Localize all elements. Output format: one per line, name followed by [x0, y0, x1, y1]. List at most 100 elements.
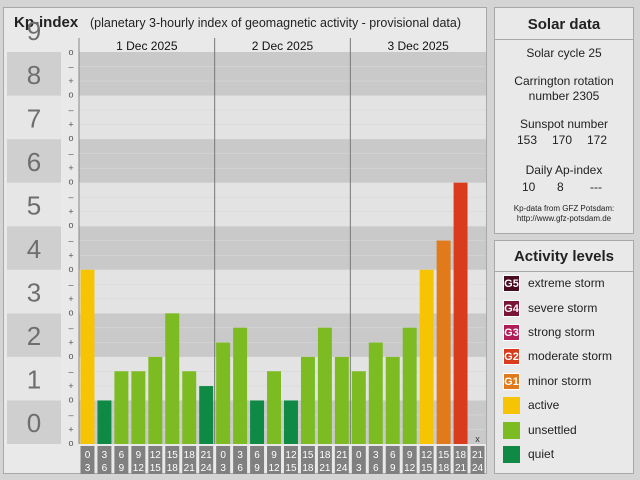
hour-end-label: 3: [85, 463, 91, 474]
hour-end-label: 3: [356, 463, 362, 474]
y-tick-label: 1: [27, 365, 41, 395]
hour-start-label: 21: [472, 450, 484, 461]
hour-cell: [250, 446, 265, 474]
hour-cell: [233, 446, 248, 474]
hour-end-label: 21: [455, 463, 467, 474]
y-tick-label: 5: [27, 190, 41, 220]
hour-cell: [419, 446, 434, 474]
data-source-link[interactable]: http://www.gfz-potsdam.de: [516, 214, 612, 223]
hour-end-label: 12: [404, 463, 416, 474]
hour-end-label: 24: [472, 463, 484, 474]
hour-start-label: 18: [319, 450, 331, 461]
hour-end-label: 21: [319, 463, 331, 474]
hour-cell: [385, 446, 400, 474]
kp-bar: [199, 386, 214, 444]
hour-end-label: 18: [167, 463, 179, 474]
kp-bar: [453, 182, 468, 444]
kp-bar: [436, 240, 451, 444]
g3-label: strong storm: [528, 325, 595, 339]
sunspot-value: 153: [517, 133, 538, 147]
hour-cell: [402, 446, 417, 474]
fine-tick-label: +: [68, 163, 73, 173]
fine-tick-label: o: [68, 351, 73, 361]
hour-end-label: 3: [220, 463, 226, 474]
unsettled-label: unsettled: [528, 423, 577, 437]
y-label-band: [7, 356, 61, 401]
fine-tick-label: o: [68, 47, 73, 57]
fine-tick-label: +: [68, 294, 73, 304]
day-label: 3 Dec 2025: [387, 39, 449, 53]
hour-start-label: 12: [150, 450, 162, 461]
hour-cell: [300, 446, 315, 474]
plot-band: [79, 95, 486, 140]
kp-bar: [368, 342, 383, 444]
quiet-swatch: [503, 446, 520, 463]
hour-cell: [199, 446, 214, 474]
fine-tick-label: o: [68, 177, 73, 187]
hour-cell: [470, 446, 485, 474]
fine-tick-label: +: [68, 424, 73, 434]
hour-cell: [80, 446, 95, 474]
day-label: 2 Dec 2025: [252, 39, 314, 53]
ap-value: ---: [590, 180, 602, 194]
kp-bar: [216, 342, 231, 444]
hour-cell: [114, 446, 129, 474]
hour-end-label: 12: [268, 463, 280, 474]
fine-tick-label: –: [68, 105, 73, 115]
carrington-line1: Carrington rotation: [514, 74, 614, 88]
hour-end-label: 15: [421, 463, 433, 474]
sunspot-label: Sunspot number: [519, 117, 609, 131]
kp-bar: [351, 371, 366, 444]
hour-start-label: 0: [85, 450, 91, 461]
g4-label: severe storm: [528, 301, 598, 315]
missing-data-marker: x: [475, 434, 480, 444]
plot-band: [79, 139, 486, 183]
solar-cycle: Solar cycle 25: [526, 46, 602, 60]
hour-start-label: 21: [201, 450, 213, 461]
kp-chart-panel: Kp-index (planetary 3-hourly index of ge…: [3, 7, 487, 474]
hour-start-label: 3: [102, 450, 108, 461]
hour-start-label: 9: [271, 450, 277, 461]
kp-bar: [80, 269, 95, 444]
hour-start-label: 18: [184, 450, 196, 461]
hour-start-label: 9: [136, 450, 142, 461]
hour-cell: [267, 446, 281, 474]
day-label: 1 Dec 2025: [116, 39, 178, 53]
y-tick-label: 4: [27, 234, 41, 264]
hour-start-label: 15: [302, 450, 314, 461]
ap-value: 8: [557, 180, 564, 194]
g3-badge: G3: [503, 324, 520, 341]
fine-tick-label: o: [68, 394, 73, 404]
chart-subtitle: (planetary 3-hourly index of geomagnetic…: [90, 16, 462, 30]
g2-badge: G2: [503, 348, 520, 365]
fine-tick-label: –: [68, 62, 73, 72]
hour-end-label: 24: [201, 463, 213, 474]
y-tick-label: 3: [27, 278, 41, 308]
plot-band: [79, 356, 486, 401]
fine-tick-label: o: [68, 307, 73, 317]
fine-tick-label: –: [68, 410, 73, 420]
data-source-line1: Kp-data from GFZ Potsdam:: [513, 204, 615, 213]
kp-bar: [334, 356, 349, 444]
fine-tick-label: +: [68, 207, 73, 217]
hour-start-label: 6: [119, 450, 125, 461]
unsettled-swatch: [503, 422, 520, 439]
plot-band: [79, 400, 486, 444]
hour-start-label: 3: [237, 450, 243, 461]
hour-end-label: 12: [133, 463, 145, 474]
fine-tick-label: +: [68, 120, 73, 130]
y-tick-label: 9: [27, 16, 41, 46]
active-label: active: [528, 398, 560, 412]
kp-bar: [97, 400, 112, 444]
plot-band: [79, 226, 486, 270]
y-label-band: [7, 226, 61, 270]
g1-badge: G1: [503, 373, 520, 390]
kp-bar: [402, 327, 417, 444]
kp-bar: [284, 400, 298, 444]
chart-title: Kp-index: [14, 14, 79, 31]
y-label-band: [7, 139, 61, 183]
active-swatch: [503, 397, 520, 414]
y-label-band: [7, 182, 61, 227]
hour-cell: [351, 446, 366, 474]
sunspot-value: 170: [552, 133, 573, 147]
